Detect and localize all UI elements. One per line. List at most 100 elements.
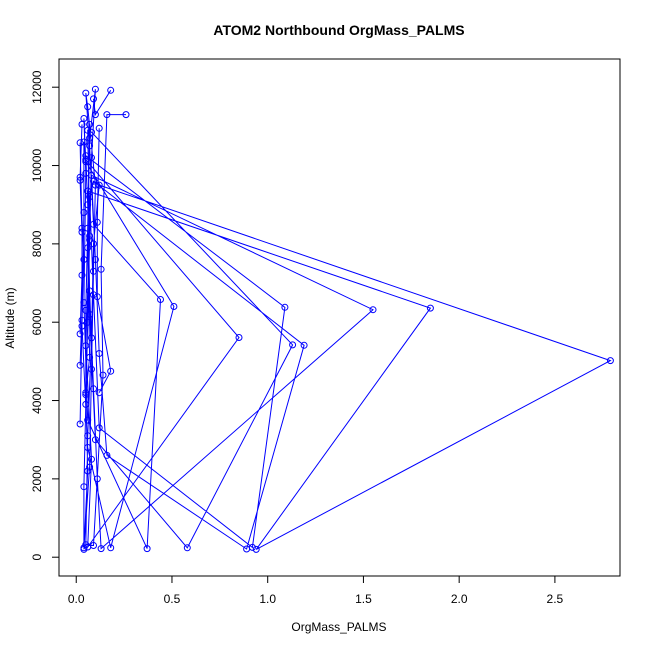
data-point bbox=[82, 89, 90, 97]
data-point bbox=[86, 353, 94, 361]
data-point bbox=[76, 330, 84, 338]
data-point bbox=[86, 236, 94, 244]
data-point bbox=[84, 416, 92, 424]
data-point bbox=[78, 316, 86, 324]
chart-title: ATOM2 Northbound OrgMass_PALMS bbox=[213, 22, 464, 38]
x-tick-label: 2.5 bbox=[547, 592, 564, 606]
series-group bbox=[90, 86, 115, 119]
x-tick-label: 2.0 bbox=[451, 592, 468, 606]
data-point bbox=[107, 544, 115, 552]
data-point bbox=[90, 220, 97, 228]
data-point bbox=[82, 391, 90, 399]
data-point bbox=[88, 128, 95, 136]
series-group bbox=[82, 120, 94, 399]
data-point bbox=[84, 201, 92, 209]
data-point bbox=[97, 545, 105, 553]
data-point bbox=[80, 483, 88, 491]
data-point bbox=[84, 244, 92, 252]
x-tick-label: 1.0 bbox=[259, 592, 276, 606]
data-point bbox=[91, 436, 99, 444]
data-point bbox=[97, 265, 105, 273]
data-point bbox=[90, 95, 97, 103]
data-point bbox=[78, 271, 86, 279]
data-point bbox=[76, 173, 84, 181]
data-point bbox=[84, 444, 92, 451]
data-point bbox=[90, 542, 97, 549]
x-tick-label: 0.0 bbox=[68, 592, 85, 606]
data-point bbox=[281, 303, 289, 311]
data-point bbox=[93, 475, 101, 483]
series-group bbox=[78, 85, 614, 553]
data-point bbox=[84, 187, 92, 195]
data-point bbox=[369, 306, 377, 314]
data-point bbox=[82, 342, 90, 350]
data-point bbox=[252, 545, 260, 553]
data-point bbox=[82, 541, 90, 549]
data-point bbox=[78, 120, 86, 128]
series-line bbox=[93, 90, 112, 117]
data-point bbox=[90, 385, 97, 393]
series-line bbox=[96, 128, 112, 393]
series-layer bbox=[76, 85, 614, 553]
x-tick-label: 1.5 bbox=[355, 592, 372, 606]
data-point bbox=[84, 103, 92, 111]
data-point bbox=[95, 389, 103, 397]
data-point bbox=[93, 218, 101, 226]
data-point bbox=[107, 86, 115, 94]
x-tick-label: 0.5 bbox=[164, 592, 181, 606]
data-point bbox=[157, 296, 164, 303]
data-point bbox=[99, 371, 107, 379]
data-point bbox=[86, 232, 94, 240]
data-point bbox=[86, 120, 94, 128]
y-tick-label: 4000 bbox=[30, 387, 44, 414]
data-point bbox=[91, 256, 99, 263]
data-point bbox=[95, 181, 103, 189]
data-point bbox=[289, 341, 297, 349]
data-point bbox=[91, 85, 99, 93]
data-point bbox=[95, 124, 103, 132]
y-tick-label: 2000 bbox=[30, 465, 44, 492]
data-point bbox=[86, 463, 94, 471]
data-point bbox=[426, 304, 434, 312]
data-point bbox=[76, 420, 84, 428]
data-point bbox=[86, 287, 94, 295]
series-group bbox=[93, 124, 115, 397]
y-tick-label: 6000 bbox=[30, 309, 44, 336]
data-point bbox=[76, 139, 84, 147]
data-point bbox=[86, 310, 94, 318]
data-point bbox=[235, 334, 243, 341]
y-tick-label: 0 bbox=[30, 554, 44, 561]
data-point bbox=[122, 111, 130, 119]
data-point bbox=[91, 111, 99, 119]
series-line bbox=[79, 142, 83, 334]
data-point bbox=[143, 545, 151, 553]
data-point bbox=[84, 432, 92, 440]
y-axis: 0 2000 4000 6000 8000 10000 12000 bbox=[30, 70, 60, 561]
data-point bbox=[300, 341, 308, 349]
data-point bbox=[76, 176, 84, 184]
data-point bbox=[84, 467, 92, 475]
series-group bbox=[76, 139, 86, 338]
data-point bbox=[103, 451, 111, 459]
data-point bbox=[95, 350, 103, 357]
data-point bbox=[90, 177, 97, 185]
series-line bbox=[81, 89, 612, 550]
data-point bbox=[103, 111, 111, 119]
data-point bbox=[78, 224, 86, 232]
data-point bbox=[243, 545, 251, 553]
data-point bbox=[93, 293, 101, 301]
series-line bbox=[85, 124, 91, 395]
data-point bbox=[183, 544, 191, 552]
y-tick-label: 10000 bbox=[30, 149, 44, 183]
data-point bbox=[107, 367, 115, 375]
y-tick-label: 12000 bbox=[30, 70, 44, 104]
data-point bbox=[90, 291, 97, 299]
data-point bbox=[88, 455, 95, 463]
data-point bbox=[82, 400, 90, 408]
y-tick-label: 8000 bbox=[30, 230, 44, 257]
data-point bbox=[606, 357, 614, 365]
x-axis: 0.0 0.5 1.0 1.5 2.0 2.5 bbox=[68, 575, 564, 606]
